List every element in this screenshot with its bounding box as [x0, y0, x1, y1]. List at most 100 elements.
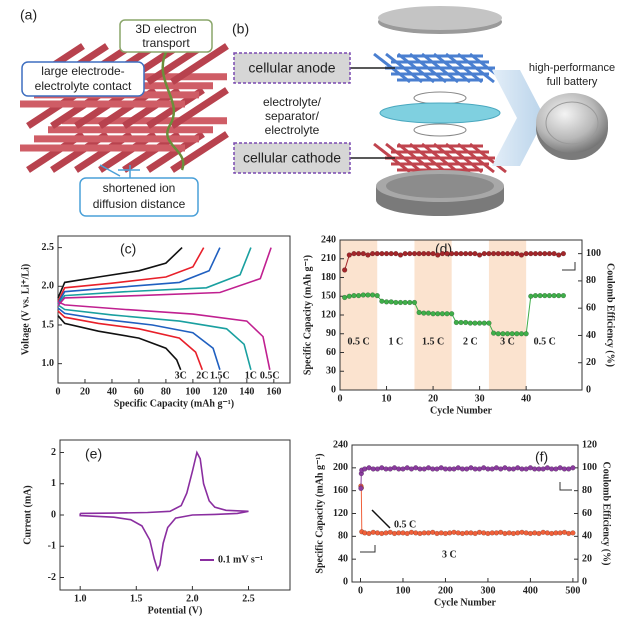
marker [417, 251, 422, 256]
marker [435, 253, 440, 258]
x-tick-label: 1.5 [130, 593, 143, 604]
shaded-region [489, 240, 526, 390]
marker [407, 251, 412, 256]
rate-label: 2 C [463, 336, 478, 347]
marker [389, 299, 394, 304]
marker [556, 253, 561, 258]
marker [533, 293, 538, 298]
marker [445, 311, 450, 316]
marker [361, 251, 366, 256]
x-tick-label: 160 [266, 386, 281, 397]
x-tick-label: 80 [161, 386, 171, 397]
y2-tick-label: 40 [582, 531, 592, 542]
label: 3D electron [135, 22, 196, 36]
marker [352, 293, 357, 298]
marker [547, 251, 552, 256]
y-tick-label: 40 [338, 553, 348, 564]
marker [403, 251, 408, 256]
rate-label: 1.5 C [422, 336, 444, 347]
y-tick-label: 1 [51, 478, 56, 489]
cap-top [378, 6, 502, 30]
marker [482, 321, 487, 326]
marker [556, 293, 561, 298]
marker [393, 251, 398, 256]
x-tick-label: 120 [212, 386, 227, 397]
marker [510, 251, 515, 256]
marker [431, 311, 436, 316]
marker [538, 251, 543, 256]
pointer [560, 482, 572, 490]
label: cellular cathode [243, 150, 341, 166]
marker [398, 253, 403, 258]
y-axis-label: Specific Capacity (mAh g⁻¹) [302, 255, 313, 375]
marker [421, 251, 426, 256]
marker [359, 486, 364, 491]
annotation: 3 C [442, 549, 457, 560]
pointer [372, 510, 390, 528]
marker [347, 253, 352, 258]
marker [533, 251, 538, 256]
x-axis-label: Potential (V) [148, 605, 203, 616]
marker [473, 321, 478, 326]
marker [477, 321, 482, 326]
x-axis-label: Cycle Number [430, 405, 492, 416]
separator [414, 124, 466, 136]
label: electrolyte contact [35, 79, 132, 93]
y-tick-label: 30 [326, 366, 336, 377]
y-tick-label: 0 [51, 509, 56, 520]
marker [538, 293, 543, 298]
marker [342, 295, 347, 300]
marker [347, 294, 352, 299]
marker [459, 320, 464, 325]
marker [379, 251, 384, 256]
marker [403, 300, 408, 305]
rate-label: 0.5 C [534, 336, 556, 347]
y-tick-label: 1.5 [42, 319, 55, 330]
marker [561, 251, 566, 256]
marker [561, 293, 566, 298]
series-label: 3C [175, 370, 187, 381]
series-label: 1C [245, 370, 257, 381]
marker [412, 251, 417, 256]
marker [542, 293, 547, 298]
x-tick-label: 40 [107, 386, 117, 397]
marker [491, 331, 496, 336]
marker [505, 251, 510, 256]
y-tick-label: 60 [326, 347, 336, 358]
series-label: 0.5C [260, 370, 280, 381]
marker [431, 251, 436, 256]
legend-label: 0.1 mV s⁻¹ [218, 554, 263, 565]
y2-tick-label: 60 [586, 302, 596, 313]
x-tick-label: 140 [239, 386, 254, 397]
y-tick-label: 2.5 [42, 242, 55, 253]
rate-label: 0.5 C [347, 336, 369, 347]
marker [352, 251, 357, 256]
x-tick-label: 100 [395, 585, 410, 596]
y-tick-label: 160 [333, 485, 348, 496]
marker [524, 251, 529, 256]
label: large electrode- [41, 64, 124, 78]
x-tick-label: 40 [521, 393, 531, 404]
x-tick-label: 20 [428, 393, 438, 404]
marker [463, 320, 468, 325]
label: transport [142, 36, 190, 50]
marker [366, 293, 371, 298]
y-tick-label: -1 [48, 541, 56, 552]
y-tick-label: 150 [321, 291, 336, 302]
marker [510, 331, 515, 336]
x-tick-label: 0 [358, 585, 363, 596]
rate-label: 1 C [388, 336, 403, 347]
y-tick-label: 2.0 [42, 281, 55, 292]
figure: (a) 3D electron transport large electrod… [0, 0, 619, 618]
marker [384, 299, 389, 304]
marker [412, 300, 417, 305]
can [386, 174, 494, 198]
y2-tick-label: 60 [582, 508, 592, 519]
marker [505, 331, 510, 336]
marker [445, 251, 450, 256]
x-tick-label: 20 [80, 386, 90, 397]
marker [421, 311, 426, 316]
marker [519, 331, 524, 336]
label: diffusion distance [93, 197, 186, 211]
x-tick-label: 500 [565, 585, 580, 596]
